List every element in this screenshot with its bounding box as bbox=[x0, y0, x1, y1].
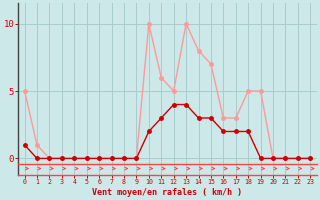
X-axis label: Vent moyen/en rafales ( km/h ): Vent moyen/en rafales ( km/h ) bbox=[92, 188, 243, 197]
